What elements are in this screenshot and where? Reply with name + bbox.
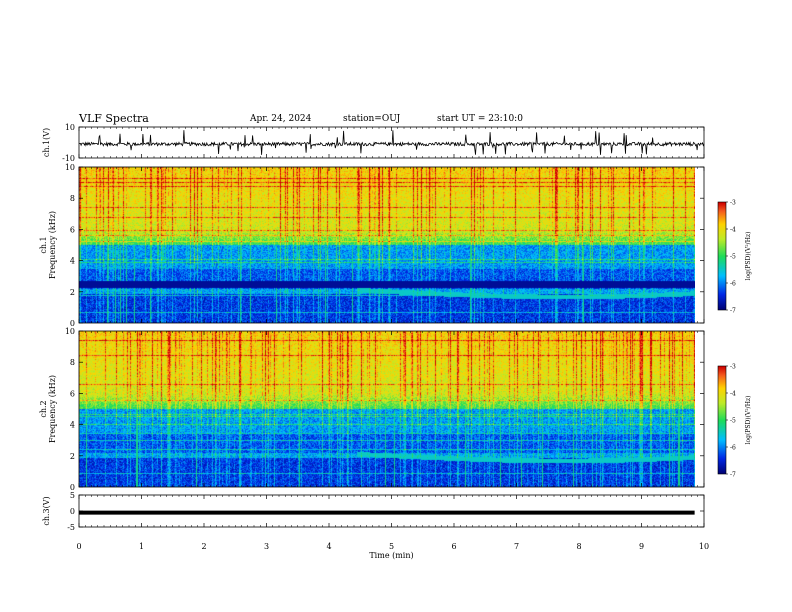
- y-tick-label: 6: [70, 389, 75, 398]
- y-tick-label: 8: [70, 194, 75, 203]
- station-label: station=OUJ: [343, 114, 401, 124]
- spectrogram-image: [79, 331, 695, 487]
- y-axis-label-channel: ch.1: [39, 236, 48, 253]
- colorbar-tick-label: -7: [730, 472, 736, 479]
- y-tick-label: 4: [70, 257, 75, 266]
- y-axis-label-channel: ch.2: [39, 400, 48, 417]
- spectrogram-image: [79, 167, 695, 323]
- y-tick-label: 8: [70, 358, 75, 367]
- y-tick-label: 2: [70, 288, 75, 297]
- date-label: Apr. 24, 2024: [250, 114, 312, 124]
- y-tick-label: 10: [65, 327, 75, 336]
- y-tick-label: 10: [65, 163, 75, 172]
- y-tick-label: 4: [70, 421, 75, 430]
- y-axis-label: ch.3(V): [42, 496, 51, 525]
- x-tick-label: 10: [699, 542, 709, 551]
- colorbar-tick-label: -3: [730, 364, 736, 371]
- y-axis-label: ch.1(V): [42, 128, 51, 157]
- y-tick-label: 6: [70, 225, 75, 234]
- y-axis-label-frequency: Frequency (kHz): [48, 211, 57, 279]
- colorbar-tick-label: -6: [730, 445, 736, 452]
- ch1-waveform-line: [78, 130, 705, 155]
- x-tick-label: 9: [639, 542, 644, 551]
- y-tick-label: 0: [70, 319, 75, 328]
- x-axis-label: Time (min): [369, 551, 413, 560]
- y-tick-label: 10: [65, 123, 75, 132]
- y-tick-label: -10: [62, 154, 75, 163]
- x-tick-label: 4: [326, 542, 331, 551]
- x-tick-label: 7: [514, 542, 519, 551]
- x-tick-label: 0: [76, 542, 81, 551]
- start-ut-label: start UT = 23:10:0: [437, 114, 523, 124]
- y-tick-label: -5: [67, 523, 75, 532]
- colorbar-1: [718, 202, 726, 310]
- colorbar-tick-label: -6: [730, 281, 736, 288]
- y-tick-label: 2: [70, 452, 75, 461]
- colorbar-tick-label: -4: [730, 227, 736, 234]
- colorbar-tick-label: -7: [730, 308, 736, 315]
- x-tick-label: 2: [201, 542, 206, 551]
- colorbar-tick-label: -4: [730, 391, 736, 398]
- colorbar-2: [718, 366, 726, 474]
- colorbar-tick-label: -3: [730, 200, 736, 207]
- x-tick-label: 3: [264, 542, 269, 551]
- chart-title: VLF Spectra: [79, 112, 149, 125]
- panel-frames: [78, 126, 728, 528]
- x-tick-label: 1: [139, 542, 144, 551]
- y-axis-label-frequency: Frequency (kHz): [48, 375, 57, 443]
- x-tick-label: 6: [451, 542, 456, 551]
- panel-frame: [78, 126, 705, 159]
- y-tick-label: 0: [70, 507, 75, 516]
- y-tick-label: 0: [70, 483, 75, 492]
- y-tick-label: 5: [70, 491, 75, 500]
- waveform-lines: [78, 130, 705, 515]
- x-tick-label: 5: [389, 542, 394, 551]
- x-tick-label: 8: [576, 542, 581, 551]
- colorbar-tick-label: -5: [730, 418, 736, 425]
- colorbar-label: log(PSD)(V²/Hz): [745, 396, 752, 445]
- colorbar-label: log(PSD)(V²/Hz): [745, 232, 752, 281]
- spectrogram-images: [79, 167, 726, 487]
- colorbar-tick-label: -5: [730, 254, 736, 261]
